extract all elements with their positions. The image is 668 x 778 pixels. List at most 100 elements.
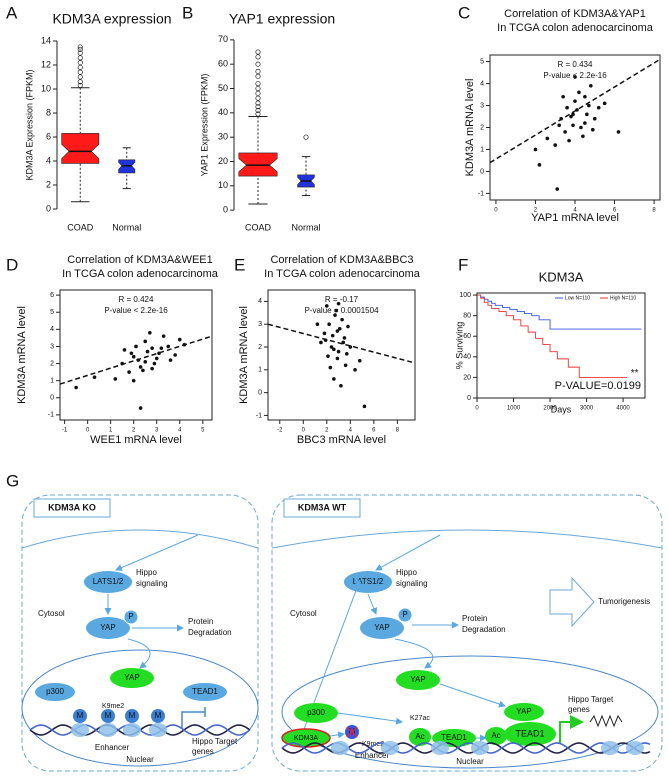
block-arrow	[549, 576, 595, 628]
point	[567, 138, 571, 143]
plot-frame	[489, 54, 661, 201]
point	[335, 356, 340, 361]
point	[161, 334, 166, 338]
point	[337, 326, 342, 331]
x-tick-label: 2	[132, 428, 136, 434]
label: signaling	[396, 579, 428, 588]
point	[579, 125, 583, 130]
point	[92, 375, 97, 380]
x-axis-label: Days	[551, 404, 572, 414]
arrow	[337, 712, 403, 725]
x-tick-label: 2	[325, 428, 329, 434]
cell-title: KDM3A WT	[298, 502, 347, 512]
point	[583, 121, 587, 125]
nucleosome	[601, 741, 619, 755]
point	[533, 147, 538, 152]
point	[150, 346, 154, 350]
outlier	[255, 107, 261, 113]
y-axis-label: KDM3A Expression (FPKM)	[24, 69, 34, 180]
label: genes	[192, 747, 214, 756]
point	[138, 365, 143, 369]
mrna	[589, 714, 623, 728]
arrow	[115, 534, 199, 571]
y-axis-label: KDM3A mRNA level	[16, 306, 28, 404]
survival-curve	[477, 294, 642, 330]
panel-letter: D	[6, 255, 18, 274]
arrow	[367, 593, 378, 615]
outlier	[77, 69, 83, 75]
nucleosome	[381, 741, 399, 755]
chart-scatter: E Correlation of KDM3A&BBC3 In TCGA colon …	[234, 254, 421, 446]
x-tick-label: Normal	[112, 222, 141, 232]
label: Nuclear	[126, 755, 154, 764]
y-tick-label: 4	[480, 80, 484, 87]
point	[127, 370, 131, 374]
chart-title: Correlation of KDM3A&WEE1	[67, 254, 213, 266]
x-axis-label: YAP1 mRNA level	[531, 212, 619, 224]
x-tick-label: 8	[396, 428, 400, 434]
panel-letter: A	[6, 3, 18, 22]
outlier	[77, 82, 83, 88]
point	[565, 105, 569, 110]
outlier	[77, 55, 83, 61]
p300-node	[294, 703, 338, 723]
label: Enhancer	[95, 743, 130, 752]
y-tick-label: 0	[258, 389, 262, 396]
y-tick-label: 6	[50, 292, 54, 299]
y-tick-label: 50	[218, 83, 228, 93]
x-tick-label: 1000	[507, 406, 521, 412]
y-tick-label: 2	[46, 179, 51, 189]
x-tick-label: 6	[613, 208, 617, 214]
x-axis-label: BBC3 mRNA level	[297, 434, 386, 446]
point	[557, 123, 561, 128]
x-tick-label: -2	[277, 428, 283, 434]
annotation: R = 0.424	[119, 295, 154, 304]
x-tick-label: 4	[349, 428, 353, 434]
point	[327, 322, 331, 327]
y-tick-label: 2	[480, 124, 484, 131]
chart-title: KDM3A	[539, 269, 584, 284]
fit-line	[489, 58, 661, 164]
point	[319, 340, 323, 345]
y-tick-label: 100	[459, 292, 471, 299]
y-axis-label: % Surviving	[454, 322, 464, 370]
y-tick-label: 6	[46, 131, 51, 141]
point	[587, 103, 591, 108]
outlier	[255, 111, 261, 117]
y-tick-label: 0	[480, 168, 484, 175]
nucleosome	[71, 723, 89, 737]
point	[326, 354, 330, 358]
label: Enhancer	[355, 751, 390, 760]
activation-arrow	[559, 715, 584, 744]
point	[325, 304, 329, 308]
node-label: P	[128, 612, 133, 621]
outlier	[255, 61, 261, 67]
nucleosome	[626, 741, 644, 755]
point	[342, 336, 347, 340]
chart-title: Correlation of KDM3A&YAP1	[504, 8, 646, 20]
annotation: P-VALUE=0.0199	[555, 380, 641, 392]
nucleus	[21, 649, 259, 767]
label: Nuclear	[456, 757, 484, 766]
y-tick-label: 0	[467, 395, 471, 402]
point	[545, 136, 550, 141]
point	[129, 351, 134, 356]
nucleosome	[471, 741, 489, 755]
point	[335, 329, 340, 333]
y-tick-label: 30	[218, 132, 228, 142]
lats-node	[84, 571, 132, 593]
chart-subtitle: In TCGA colon adenocarcinoma	[62, 268, 219, 280]
y-tick-label: 1	[480, 146, 484, 153]
point	[571, 123, 575, 128]
plot-frame	[59, 289, 213, 421]
chart-subtitle: In TCGA colon adenocarcinoma	[497, 22, 654, 34]
outlier	[255, 90, 261, 96]
label: Protein	[462, 614, 487, 623]
gene-tss	[181, 711, 205, 728]
y-tick-label: 8	[46, 107, 51, 117]
point	[353, 368, 357, 372]
lats-node	[344, 571, 392, 593]
y-tick-label: 10	[218, 180, 228, 190]
point	[555, 187, 560, 191]
point	[138, 406, 143, 410]
